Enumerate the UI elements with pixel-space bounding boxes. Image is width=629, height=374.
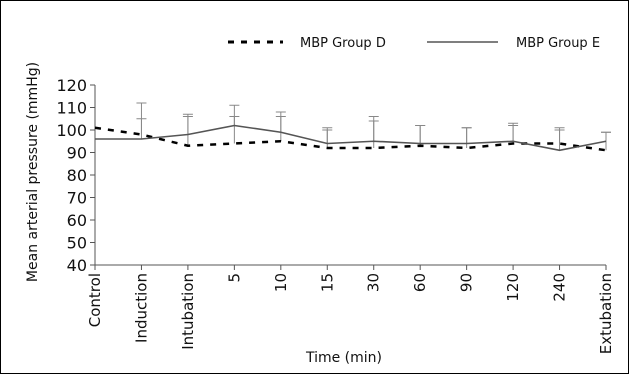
y-tick-label: 50 [67,234,87,253]
y-tick-label: 40 [67,256,87,275]
legend: MBP Group D MBP Group E [228,36,600,51]
error-bars [136,102,611,151]
y-ticks: 40 50 60 70 80 90 100 110 120 [56,76,95,275]
series-lines [94,124,607,152]
x-tick-label: 15 [318,273,336,292]
x-tick-label: 30 [365,273,383,292]
y-tick-label: 80 [67,166,87,185]
x-tick-label: 10 [272,273,290,292]
x-tick-label: 240 [551,273,569,302]
y-axis-label: Mean arterial pressure (mmHg) [25,62,41,282]
y-tick-label: 70 [67,189,87,208]
x-ticks: Control Induction Intubation 5 10 15 30 60 90 120… [86,265,615,354]
y-tick-label: 110 [56,99,87,118]
legend-label-group-d: MBP Group D [300,36,386,51]
legend-label-group-e: MBP Group E [516,36,600,51]
x-tick-label: Induction [132,273,150,343]
x-tick-label: Intubation [179,273,197,350]
x-axis-label: Time (min) [305,350,382,366]
x-tick-label: 5 [225,273,243,283]
x-tick-label: Control [86,273,104,327]
x-tick-label: 90 [458,273,476,292]
y-tick-label: 60 [67,211,87,230]
y-tick-label: 120 [56,76,87,95]
x-tick-label: Extubation [597,273,615,354]
y-tick-label: 90 [67,144,87,163]
x-tick-label: 60 [411,273,429,292]
series-line-group-e [95,124,607,152]
y-tick-label: 100 [56,121,87,140]
x-tick-label: 120 [504,273,522,302]
